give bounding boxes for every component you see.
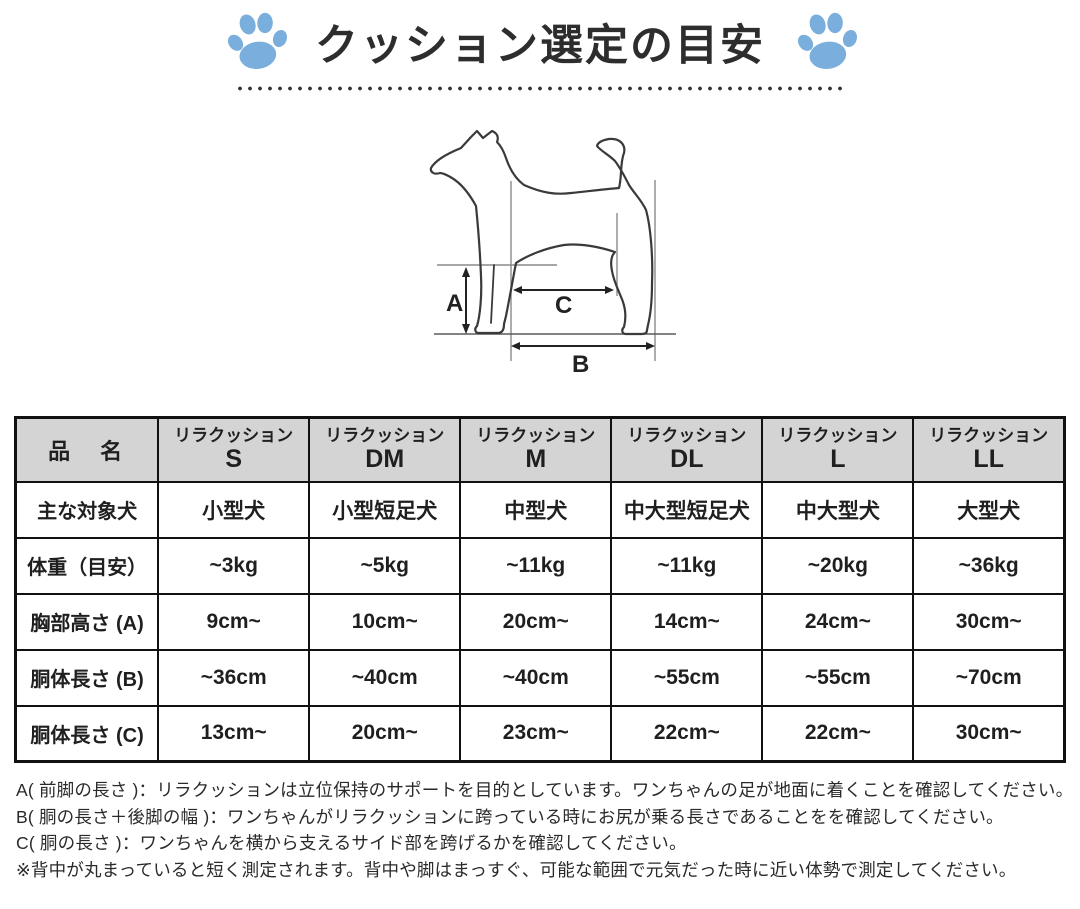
cell-target-ll: 大型犬 [912,480,1066,539]
cell-weight-s: ~3kg [157,536,311,595]
row-label-target-dog: 主な対象犬 [14,480,160,539]
paw-icon-left [227,12,287,69]
title-row: クッション選定の目安 [0,0,1080,74]
cell-lengthb-l: ~55cm [761,648,915,707]
cell-weight-m: ~11kg [459,536,613,595]
header-cell-product-name: 品 名 [14,416,160,483]
cell-weight-dl: ~11kg [610,536,764,595]
table-row-body-length-c: 胴体長さ (C) 13cm~ 20cm~ 23cm~ 22cm~ 22cm~ 3… [14,704,1066,763]
dimension-label-a: A [446,290,463,317]
dog-measurement-diagram: A C B [404,111,724,396]
footnote-note: ※背中が丸まっていると短く測定されます。背中や脚はまっすぐ、可能な範囲で元気だっ… [16,859,1017,880]
cell-lengthb-dm: ~40cm [308,648,462,707]
dog-outline-drawing: A C B [429,129,676,378]
table-row-target-dog: 主な対象犬 小型犬 小型短足犬 中型犬 中大型短足犬 中大型犬 大型犬 [14,480,1066,539]
table-header-row: 品 名 リラクッション S リラクッション DM リラクッション M リラクッシ… [14,416,1066,483]
table-row-weight: 体重（目安） ~3kg ~5kg ~11kg ~11kg ~20kg ~36kg [14,536,1066,595]
cell-target-dl: 中大型短足犬 [610,480,764,539]
cell-chest-dl: 14cm~ [610,592,764,651]
cell-target-l: 中大型犬 [761,480,915,539]
row-label-body-length-c: 胴体長さ (C) [14,704,160,763]
cell-lengthc-s: 13cm~ [157,704,311,763]
cell-target-s: 小型犬 [157,480,311,539]
cell-lengthc-dm: 20cm~ [308,704,462,763]
table-row-body-length-b: 胴体長さ (B) ~36cm ~40cm ~40cm ~55cm ~55cm ~… [14,648,1066,707]
cell-lengthb-dl: ~55cm [610,648,764,707]
cell-weight-dm: ~5kg [308,536,462,595]
table-row-chest-height: 胸部高さ (A) 9cm~ 10cm~ 20cm~ 14cm~ 24cm~ 30… [14,592,1066,651]
cell-lengthc-m: 23cm~ [459,704,613,763]
header-cell-size-s: リラクッション S [157,416,311,483]
header-cell-size-m: リラクッション M [459,416,613,483]
cell-chest-ll: 30cm~ [912,592,1066,651]
page-title: クッション選定の目安 [315,22,765,70]
cell-target-dm: 小型短足犬 [308,480,462,539]
cell-target-m: 中型犬 [459,480,613,539]
cell-lengthc-ll: 30cm~ [912,704,1066,763]
paw-icon-right [797,12,857,69]
dimension-label-b: B [572,351,589,378]
header-cell-size-dl: リラクッション DL [610,416,764,483]
dimension-arrows [462,267,655,350]
cell-lengthc-l: 22cm~ [761,704,915,763]
header-cell-size-l: リラクッション L [761,416,915,483]
far-front-leg-line [490,264,495,324]
size-selection-table: 品 名 リラクッション S リラクッション DM リラクッション M リラクッシ… [14,416,1066,763]
footnote-a: A( 前脚の長さ )：リラクッションは立位保持のサポートを目的としています。ワン… [16,780,1074,800]
dotted-separator [236,86,844,91]
cell-lengthb-ll: ~70cm [912,648,1066,707]
cell-lengthc-dl: 22cm~ [610,704,764,763]
row-label-weight: 体重（目安） [14,536,160,595]
row-label-chest-height: 胸部高さ (A) [14,592,160,651]
footnote-c: C( 胴の長さ )：ワンちゃんを横から支えるサイド部を跨げるかを確認してください… [16,833,687,854]
footnote-b: B( 胴の長さ＋後脚の幅 )：ワンちゃんがリラクッションに跨っている時にお尻が乗… [16,806,1004,827]
row-label-body-length-b: 胴体長さ (B) [14,648,160,707]
cell-weight-ll: ~36kg [912,536,1066,595]
cell-chest-m: 20cm~ [459,592,613,651]
dimension-label-c: C [555,292,572,319]
header-cell-size-dm: リラクッション DM [308,416,462,483]
cell-chest-l: 24cm~ [761,592,915,651]
cell-lengthb-m: ~40cm [459,648,613,707]
cell-weight-l: ~20kg [761,536,915,595]
dog-body-outline [429,129,654,336]
footnotes: A( 前脚の長さ )：リラクッションは立位保持のサポートを目的としています。ワン… [16,777,1080,883]
guide-lines [437,180,656,361]
cell-lengthb-s: ~36cm [157,648,311,707]
header-cell-size-ll: リラクッション LL [912,416,1066,483]
cell-chest-dm: 10cm~ [308,592,462,651]
cell-chest-s: 9cm~ [157,592,311,651]
